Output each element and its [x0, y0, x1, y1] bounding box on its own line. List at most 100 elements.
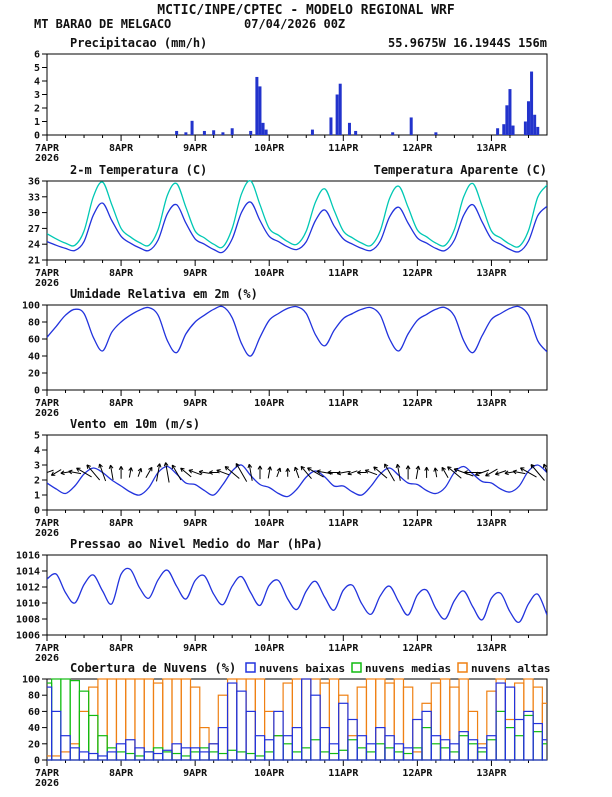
- x-tick-label: 9APR: [183, 643, 208, 654]
- cloud-bar-low-clouds: [226, 682, 238, 761]
- precip-bar: [175, 130, 179, 135]
- precip-bar: [335, 94, 339, 135]
- cloud-bar-mid-clouds: [51, 678, 62, 761]
- wind-vector: [357, 470, 367, 475]
- cloud-bar-low-clouds: [171, 743, 182, 761]
- y-tick-label: 60: [28, 707, 40, 718]
- cloud-bar-low-clouds: [217, 726, 229, 761]
- y-tick-label: 21: [28, 256, 40, 267]
- wind-vector: [415, 465, 421, 480]
- precip-bar: [258, 86, 262, 135]
- wind-vector: [395, 463, 401, 481]
- x-tick-label: 10APR: [254, 268, 285, 279]
- x-tick-label: 7APR: [35, 268, 60, 279]
- cloud-bar-mid-clouds: [439, 747, 451, 761]
- cloud-bar-mid-clouds: [375, 743, 386, 761]
- y-tick-label: 20: [28, 369, 40, 380]
- cloud-bar-low-clouds: [134, 747, 145, 761]
- axis-frame: [46, 554, 548, 636]
- cloud-bar-mid-clouds: [106, 747, 118, 761]
- cloud-bar-high-clouds: [513, 682, 525, 761]
- wind-vector: [257, 465, 263, 480]
- legend-label-mid-clouds: nuvens medias: [365, 662, 451, 675]
- cloud-bar-high-clouds: [263, 710, 275, 761]
- cloud-bar-mid-clouds: [421, 726, 432, 761]
- cloud-bar-high-clouds: [523, 678, 534, 761]
- wind-vector: [98, 463, 107, 482]
- x-tick-label: 11APR: [328, 268, 359, 279]
- x-tick-label: 10APR: [254, 768, 285, 779]
- cloud-bar-mid-clouds: [310, 739, 321, 761]
- y-tick-label: 36: [28, 177, 40, 188]
- cloud-bar-high-clouds: [69, 743, 81, 761]
- cloud-bar-mid-clouds: [226, 749, 238, 761]
- cloud-bar-low-clouds: [69, 747, 81, 761]
- cloud-bar-low-clouds: [310, 694, 321, 761]
- cloud-bar-high-clouds: [245, 678, 256, 761]
- x-tick-label: 13APR: [476, 398, 507, 409]
- cloud-bar-mid-clouds: [263, 751, 275, 761]
- cloud-bar-mid-clouds: [393, 751, 405, 761]
- wind-vector: [441, 466, 449, 478]
- cloud-bar-low-clouds: [467, 739, 479, 761]
- cloud-bar-high-clouds: [60, 751, 71, 761]
- precip-bar: [409, 117, 413, 135]
- y-tick-label: 2: [34, 476, 40, 487]
- precip-bar: [310, 129, 314, 135]
- cloud-bar-low-clouds: [541, 739, 547, 761]
- y-tick-label: 0: [34, 506, 40, 517]
- wind-vector: [108, 464, 114, 480]
- cloud-bar-low-clouds: [430, 735, 442, 761]
- cloud-bar-high-clouds: [402, 686, 414, 761]
- cloud-bar-mid-clouds: [143, 751, 155, 761]
- wind-vector: [542, 463, 547, 474]
- x-tick-label: 8APR: [109, 268, 134, 279]
- x-tick-label: 12APR: [402, 643, 433, 654]
- precip-bar: [502, 124, 506, 135]
- precip-bar: [184, 132, 188, 135]
- cloud-bar-high-clouds: [162, 678, 173, 761]
- cloud-bar-high-clouds: [115, 678, 127, 761]
- x-tick-label: 11APR: [328, 518, 359, 529]
- x-tick-label: 9APR: [183, 518, 208, 529]
- cloud-bar-low-clouds: [421, 710, 432, 761]
- cloud-bar-low-clouds: [328, 743, 340, 761]
- wind-vector: [364, 469, 378, 476]
- y-tick-label: 4: [34, 77, 40, 88]
- cloud-bar-high-clouds: [143, 678, 155, 761]
- wind-vector: [156, 463, 162, 482]
- x-tick-label: 12APR: [402, 143, 433, 154]
- cloud-bar-high-clouds: [97, 678, 108, 761]
- wind-vector: [208, 470, 219, 475]
- panel-title-pressure: Pressao ao Nivel Medio do Mar (hPa): [70, 537, 323, 551]
- x-tick-label: 13APR: [476, 143, 507, 154]
- cloud-bar-mid-clouds: [476, 751, 488, 761]
- wind-vector: [68, 469, 82, 475]
- y-tick-label: 80: [28, 318, 40, 329]
- cloud-bar-high-clouds: [199, 726, 210, 761]
- cloud-bar-high-clouds: [393, 678, 405, 761]
- x-tick-label: 8APR: [109, 768, 134, 779]
- cloud-bar-low-clouds: [236, 690, 247, 761]
- y-tick-label: 0: [34, 386, 40, 397]
- y-tick-label: 1: [34, 117, 40, 128]
- year-label: 2026: [35, 408, 59, 419]
- precip-bar: [434, 132, 438, 135]
- cloud-bar-low-clouds: [152, 752, 164, 761]
- cloud-bar-low-clouds: [282, 735, 293, 761]
- x-tick-label: 10APR: [254, 643, 285, 654]
- cloud-bar-mid-clouds: [291, 751, 303, 761]
- panel-title-humidity: Umidade Relativa em 2m (%): [70, 287, 258, 301]
- cloud-bar-mid-clouds: [458, 735, 469, 761]
- cloud-bar-mid-clouds: [60, 678, 71, 761]
- cloud-bar-mid-clouds: [467, 743, 479, 761]
- cloud-bar-low-clouds: [143, 751, 155, 761]
- cloud-bar-mid-clouds: [78, 690, 90, 761]
- x-tick-label: 9APR: [183, 143, 208, 154]
- cloud-bar-mid-clouds: [523, 714, 534, 761]
- x-tick-label: 8APR: [109, 143, 134, 154]
- cloud-bar-high-clouds: [430, 682, 442, 761]
- wind-vector: [50, 469, 62, 476]
